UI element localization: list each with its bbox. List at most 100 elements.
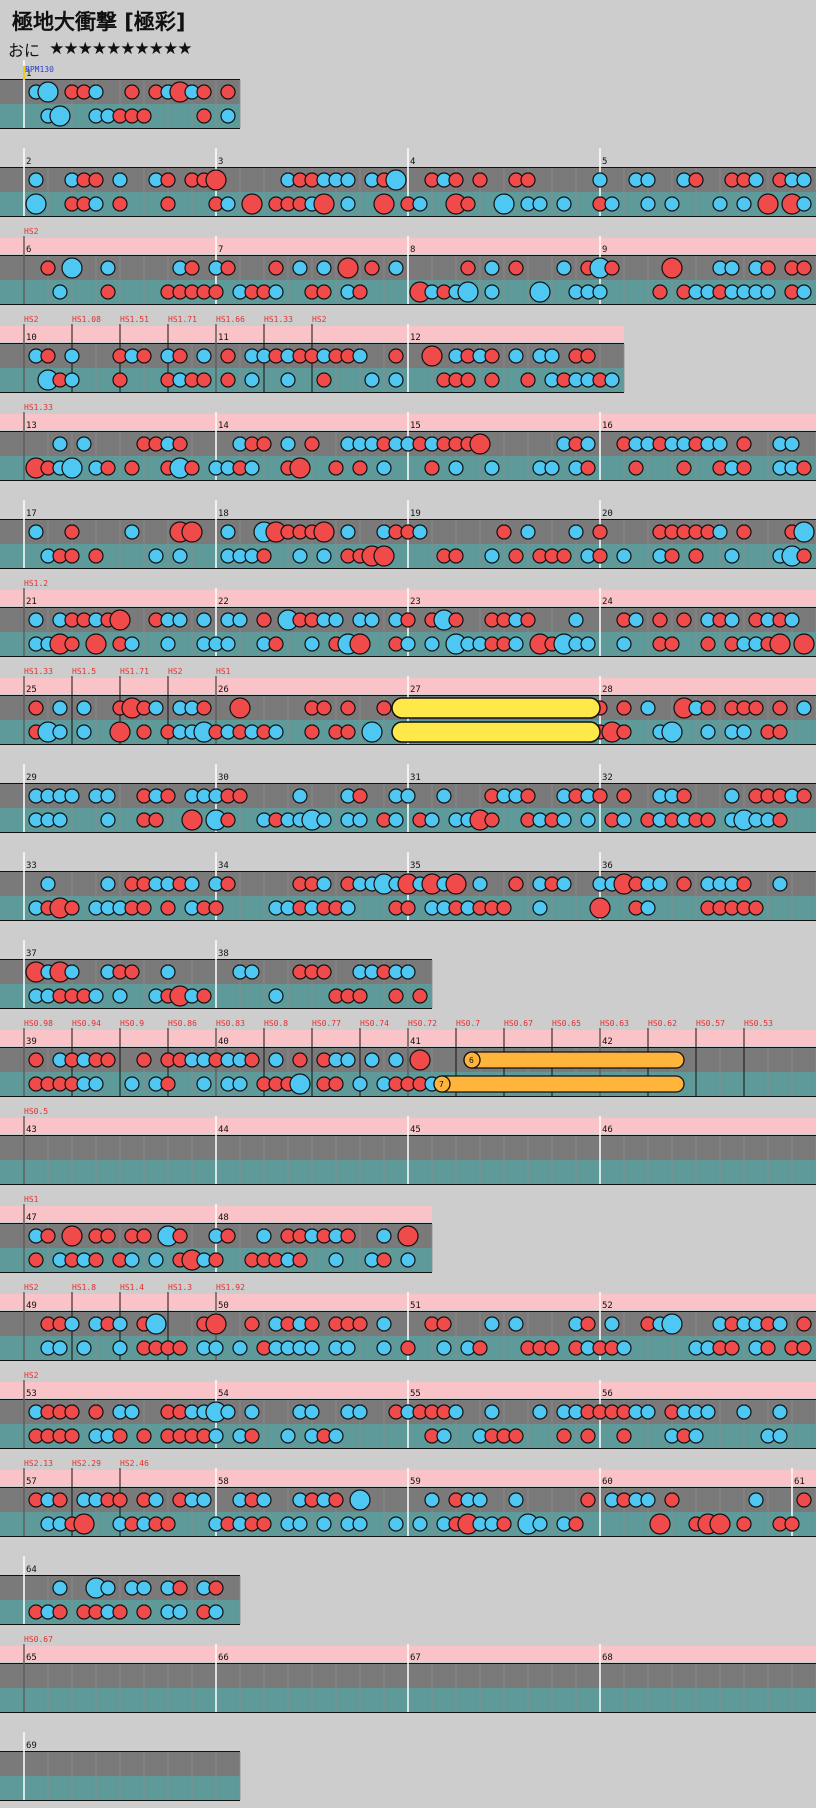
measure-number: 37 — [26, 949, 37, 959]
don-note — [388, 988, 404, 1004]
don-note — [580, 1316, 596, 1332]
ka-note — [220, 524, 236, 540]
ka-note — [352, 1404, 368, 1420]
don-note — [172, 436, 188, 452]
don-note — [64, 900, 80, 916]
measure-number: 8 — [410, 245, 415, 255]
don-note — [328, 1076, 344, 1092]
scroll-speed-label: HS1.33 — [24, 403, 53, 412]
ka-note — [796, 196, 812, 212]
ka-note — [28, 524, 44, 540]
don-note — [220, 876, 236, 892]
don-note — [616, 1428, 632, 1444]
don-note — [796, 788, 812, 804]
ka-note — [664, 196, 680, 212]
ka-note — [220, 108, 236, 124]
don-note — [208, 1252, 224, 1268]
ka-note — [316, 260, 332, 276]
ka-note — [592, 284, 608, 300]
ka-note — [292, 260, 308, 276]
don-note — [688, 548, 704, 564]
don-note — [649, 1513, 671, 1535]
don-note — [292, 1252, 308, 1268]
ka-note — [208, 1428, 224, 1444]
ka-note — [124, 524, 140, 540]
ka-note — [544, 348, 560, 364]
don-note — [664, 1492, 680, 1508]
don-note — [244, 1428, 260, 1444]
ka-note — [76, 724, 92, 740]
scroll-speed-label: HS0.77 — [312, 1019, 341, 1028]
ka-note — [364, 612, 380, 628]
don-note — [580, 348, 596, 364]
don-note — [136, 1052, 152, 1068]
don-note — [568, 1516, 584, 1532]
measure-number: 18 — [218, 509, 229, 519]
don-note — [772, 724, 788, 740]
don-note — [160, 900, 176, 916]
don-note — [616, 700, 632, 716]
ka-note — [748, 172, 764, 188]
ka-note — [388, 1052, 404, 1068]
don-note — [445, 873, 467, 895]
don-note — [292, 1052, 308, 1068]
ka-note — [25, 193, 47, 215]
ka-note — [340, 172, 356, 188]
don-note — [28, 700, 44, 716]
drumroll-note — [391, 697, 601, 719]
measure-number: 21 — [26, 597, 37, 607]
don-note — [136, 900, 152, 916]
don-note — [208, 284, 224, 300]
ka-note — [661, 721, 683, 743]
don-note — [184, 260, 200, 276]
ka-note — [532, 196, 548, 212]
measure-number: 3 — [218, 157, 223, 167]
ka-note — [172, 1604, 188, 1620]
ka-note — [232, 1340, 248, 1356]
ka-note — [604, 1316, 620, 1332]
don-note — [148, 812, 164, 828]
don-note — [61, 1225, 83, 1247]
don-note — [676, 612, 692, 628]
ka-note — [400, 964, 416, 980]
scroll-speed-label: HS0.7 — [456, 1019, 480, 1028]
ka-note — [424, 1492, 440, 1508]
scroll-speed-label: HS1.66 — [216, 315, 245, 324]
ka-note — [328, 1428, 344, 1444]
measure-number: 7 — [218, 245, 223, 255]
ka-note — [292, 788, 308, 804]
measure-number: 39 — [26, 1037, 37, 1047]
scroll-speed-label: HS0.67 — [504, 1019, 533, 1028]
don-note — [352, 988, 368, 1004]
don-note — [181, 521, 203, 543]
ka-note — [64, 1316, 80, 1332]
measure-number: 22 — [218, 597, 229, 607]
measure-number: 11 — [218, 333, 229, 343]
measure-number: 35 — [410, 861, 421, 871]
ka-note — [724, 260, 740, 276]
don-note — [196, 372, 212, 388]
ka-note — [148, 548, 164, 564]
don-note — [136, 724, 152, 740]
scroll-speed-label: HS0.62 — [648, 1019, 677, 1028]
ka-note — [256, 1228, 272, 1244]
measure-number: 44 — [218, 1125, 229, 1135]
don-note — [472, 1340, 488, 1356]
ka-note — [289, 1073, 311, 1095]
don-note — [316, 964, 332, 980]
scroll-speed-label: HS2 — [312, 315, 327, 324]
don-note — [700, 636, 716, 652]
don-note — [448, 548, 464, 564]
don-note — [64, 636, 80, 652]
don-note — [28, 1052, 44, 1068]
don-note — [136, 1228, 152, 1244]
don-note — [760, 1340, 776, 1356]
ka-note — [280, 1428, 296, 1444]
measure-number: 51 — [410, 1301, 421, 1311]
don-note — [100, 1228, 116, 1244]
ka-note — [124, 1404, 140, 1420]
ka-note — [292, 548, 308, 564]
don-note — [112, 196, 128, 212]
don-note — [196, 84, 212, 100]
